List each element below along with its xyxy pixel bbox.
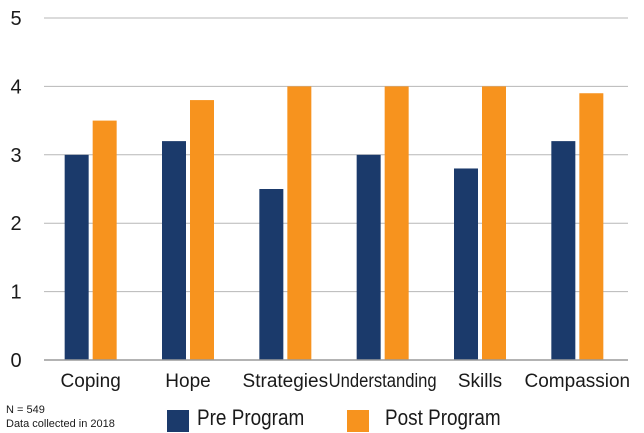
y-axis-ticks: 0 1 2 3 4 5 <box>10 8 21 372</box>
legend-swatch-pre <box>167 410 189 432</box>
bar-pre-hope <box>162 141 186 360</box>
y-tick-label: 4 <box>10 76 21 98</box>
sample-size-note: N = 549 <box>6 404 45 416</box>
y-tick-label: 3 <box>10 145 21 167</box>
bar-post-hope <box>190 100 214 360</box>
grid <box>44 17 628 293</box>
x-tick-label-coping: Coping <box>61 371 121 392</box>
x-tick-label-compassion: Compassion <box>525 371 631 392</box>
bar-pre-coping <box>64 154 89 360</box>
y-tick-label: 2 <box>10 213 21 235</box>
bar-pre-skills <box>454 168 478 360</box>
x-axis-labels: Coping Hope Strategies Understanding Skills C… <box>61 371 631 392</box>
bar-pre-strategies <box>259 189 284 360</box>
bar-post-coping <box>92 120 117 360</box>
bar-post-skills <box>482 86 506 361</box>
y-tick-label: 5 <box>10 8 21 30</box>
legend-swatch-post <box>347 410 369 432</box>
x-tick-label-understanding: Understanding <box>329 371 437 392</box>
legend-label-post: Post Program <box>385 405 501 430</box>
y-tick-label: 0 <box>10 350 21 372</box>
bar-post-compassion <box>579 93 604 361</box>
x-tick-label-strategies: Strategies <box>243 371 329 392</box>
bar-post-understanding <box>384 86 409 361</box>
bar-post-strategies <box>287 86 312 361</box>
bars <box>64 86 604 361</box>
x-tick-label-hope: Hope <box>165 371 210 392</box>
y-tick-label: 1 <box>10 282 21 304</box>
legend-label-pre: Pre Program <box>197 405 305 430</box>
bar-pre-understanding <box>356 154 381 360</box>
data-collection-note: Data collected in 2018 <box>6 418 115 430</box>
x-tick-label-skills: Skills <box>458 371 502 392</box>
bar-pre-compassion <box>551 141 576 360</box>
